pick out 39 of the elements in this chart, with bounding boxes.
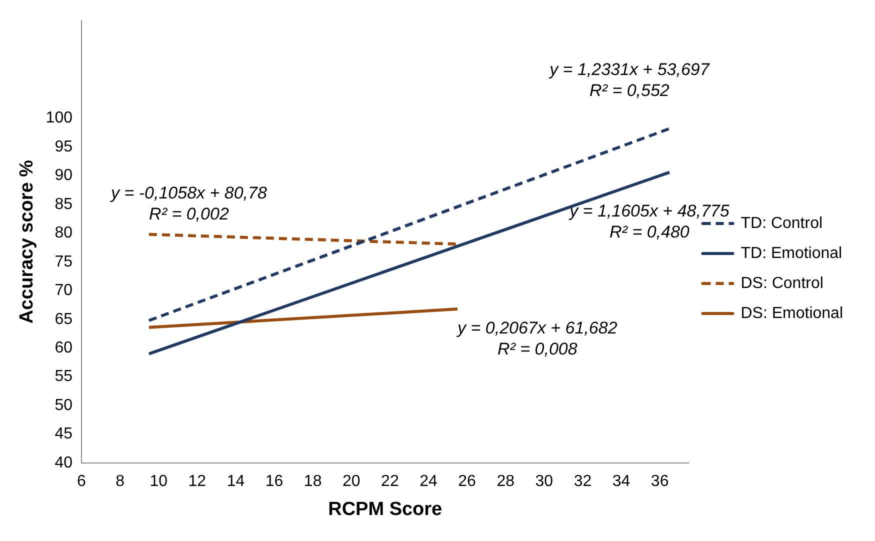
legend-label: DS: Emotional [740,304,843,322]
x-tick-label: 24 [420,473,438,490]
x-tick-label: 12 [188,473,206,490]
x-tick-label: 6 [77,473,86,490]
y-tick-label: 100 [46,110,73,127]
y-tick-label: 45 [54,426,73,443]
y-tick-label: 60 [54,339,73,356]
annotation: y = 0,2067x + 61,682 R² = 0,008 [456,318,618,358]
y-tick-label: 75 [54,253,73,270]
legend-label: TD: Control [740,214,823,232]
x-tick-label: 32 [574,473,592,490]
annotation: y = 1,1605x + 48,775 R² = 0,480 [568,202,730,242]
legend-label: DS: Control [740,274,824,292]
x-tick-label: 10 [150,473,168,490]
x-tick-label: 22 [381,473,399,490]
y-tick-label: 80 [54,224,73,242]
legend-label: TD: Emotional [740,244,842,262]
y-tick-label: 40 [54,454,73,472]
x-tick-label: 30 [535,473,554,490]
y-tick-label: 55 [54,368,73,386]
annotation: y = -0,1058x + 80,78 R² = 0,002 [110,184,268,224]
y-axis-title: Accuracy score % [16,160,38,324]
x-tick-label: 14 [226,473,245,490]
x-tick-label: 36 [650,473,669,490]
x-tick-label: 8 [116,473,125,490]
x-tick-label: 16 [265,473,284,490]
x-tick-label: 28 [496,473,515,490]
x-tick-label: 34 [612,473,630,490]
x-axis-title: RCPM Score [328,498,442,520]
y-tick-label: 70 [54,282,73,300]
x-tick-label: 18 [304,473,322,490]
y-tick-label: 50 [54,396,73,414]
x-tick-label: 20 [342,473,360,490]
annotation: y = 1,2331x + 53,697 R² = 0,552 [548,60,710,100]
y-tick-label: 85 [54,196,73,213]
y-tick-label: 95 [54,138,73,156]
y-tick-label: 90 [54,167,73,184]
y-tick-label: 65 [54,310,73,328]
x-tick-label: 26 [458,473,476,490]
